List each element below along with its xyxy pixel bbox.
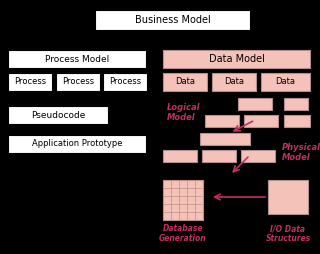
Text: Pseudocode: Pseudocode — [31, 110, 85, 119]
Bar — [95, 10, 250, 30]
Bar — [163, 50, 310, 68]
Bar — [202, 150, 236, 162]
Bar — [241, 150, 275, 162]
Bar — [8, 73, 52, 91]
Text: Data: Data — [276, 77, 295, 87]
Text: Data: Data — [175, 77, 195, 87]
Bar — [56, 73, 100, 91]
Text: Data: Data — [224, 77, 244, 87]
Bar — [284, 98, 308, 110]
Text: Process Model: Process Model — [45, 55, 109, 64]
Bar — [8, 135, 146, 153]
Text: Process: Process — [109, 77, 141, 87]
Text: Application Prototype: Application Prototype — [32, 139, 122, 149]
Bar — [8, 106, 108, 124]
Bar — [268, 180, 308, 214]
Text: Physical
Model: Physical Model — [282, 143, 320, 162]
Bar — [103, 73, 147, 91]
Bar — [200, 133, 250, 145]
Bar — [212, 73, 256, 91]
Bar — [205, 115, 239, 127]
Bar — [261, 73, 310, 91]
Bar — [284, 115, 310, 127]
Text: Logical
Model: Logical Model — [167, 103, 201, 122]
Bar — [8, 50, 146, 68]
Bar — [163, 150, 197, 162]
Text: Process: Process — [14, 77, 46, 87]
Text: Process: Process — [62, 77, 94, 87]
Text: Data Model: Data Model — [209, 54, 264, 64]
Bar — [163, 73, 207, 91]
Bar — [238, 98, 272, 110]
Text: Business Model: Business Model — [135, 15, 210, 25]
Bar — [244, 115, 278, 127]
Text: Database
Generation: Database Generation — [159, 224, 207, 243]
Bar — [163, 180, 203, 220]
Text: I/O Data
Structures: I/O Data Structures — [265, 224, 311, 243]
